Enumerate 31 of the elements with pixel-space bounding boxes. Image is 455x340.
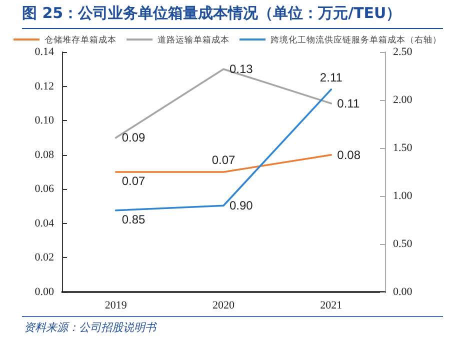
y2-tick-label: 2.50 bbox=[393, 46, 413, 58]
y2-tick-label: 1.00 bbox=[393, 190, 413, 202]
data-label: 0.13 bbox=[230, 62, 254, 76]
legend-label: 跨境化工物流供应链服务单箱成本（右轴） bbox=[270, 34, 442, 44]
data-label: 2.11 bbox=[320, 70, 343, 84]
y-tick-label: 0.14 bbox=[34, 46, 54, 58]
y-tick-label: 0.06 bbox=[34, 183, 54, 196]
y2-tick-label: 0.00 bbox=[393, 286, 413, 298]
y2-tick-label: 1.50 bbox=[393, 142, 413, 154]
legend-label: 道路运输单箱成本 bbox=[158, 34, 230, 44]
x-tick-label: 2020 bbox=[212, 300, 235, 312]
y-tick-label: 0.00 bbox=[34, 286, 54, 298]
data-label: 0.09 bbox=[122, 130, 146, 145]
chart-title: 图 25：公司业务单位箱量成本情况（单位：万元/TEU） bbox=[22, 4, 402, 23]
data-label: 0.90 bbox=[230, 198, 254, 213]
y-tick-label: 0.04 bbox=[34, 217, 54, 230]
data-label: 0.08 bbox=[337, 148, 361, 162]
data-label: 0.85 bbox=[122, 212, 146, 226]
y-tick-label: 0.08 bbox=[34, 148, 54, 161]
data-label: 0.11 bbox=[337, 96, 360, 110]
y2-tick-label: 2.00 bbox=[393, 94, 413, 106]
y-tick-label: 0.12 bbox=[34, 80, 54, 92]
y-tick-label: 0.02 bbox=[34, 252, 54, 264]
y-tick-label: 0.10 bbox=[34, 114, 54, 127]
legend-label: 仓储堆存单箱成本 bbox=[44, 34, 116, 44]
data-label: 0.07 bbox=[212, 153, 236, 167]
text: 资料来源：公司招股说明书 bbox=[24, 320, 156, 335]
data-label: 0.07 bbox=[122, 174, 146, 188]
y2-tick-label: 0.50 bbox=[393, 238, 413, 250]
x-tick-label: 2021 bbox=[320, 300, 342, 312]
x-tick-label: 2019 bbox=[104, 300, 128, 312]
